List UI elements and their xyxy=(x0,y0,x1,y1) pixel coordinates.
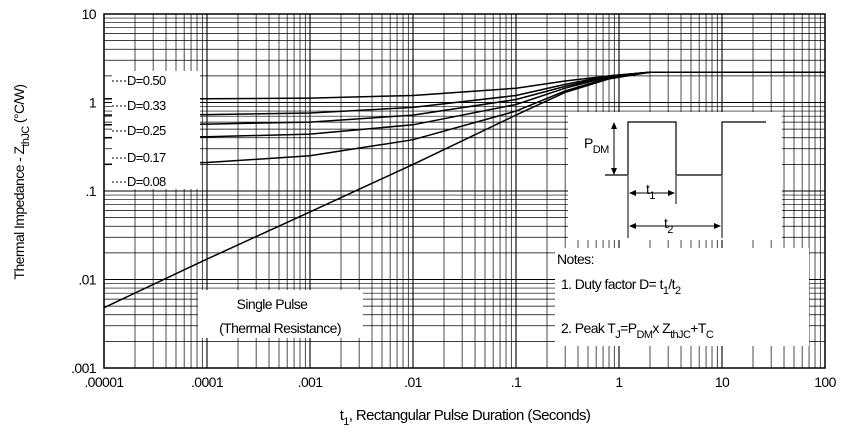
legend-label-d017: D=0.17 xyxy=(127,150,166,165)
y-axis-label: Thermal Impedance - ZthJC (°C/W) xyxy=(11,85,32,280)
t1-arrow-right xyxy=(668,190,675,196)
legend-label-d025: D=0.25 xyxy=(127,123,166,138)
pulse-waveform-inset: PDM t1 t2 xyxy=(568,112,782,240)
pdm-arrow-top xyxy=(611,122,617,129)
series-lines xyxy=(103,71,825,309)
t1-label: t1 xyxy=(646,181,655,202)
pdm-arrow-bottom xyxy=(611,168,617,175)
pdm-label: PDM xyxy=(584,135,609,156)
legend-label-d033: D=0.33 xyxy=(127,98,166,113)
single-pulse-label-line2: (Thermal Resistance) xyxy=(219,320,341,336)
x-tick-label: .00001 xyxy=(84,374,124,390)
notes-title: Notes: xyxy=(557,251,594,267)
x-tick-label: .0001 xyxy=(191,374,224,390)
notes-line2: 2. Peak TJ=PDMx ZthJC+TC xyxy=(561,320,714,341)
notes-background xyxy=(555,248,809,346)
notes-line1: 1. Duty factor D= t1/t2 xyxy=(561,276,681,297)
x-axis-label: t1, Rectangular Pulse Duration (Seconds) xyxy=(340,407,591,428)
y-tick-label: .01 xyxy=(78,272,96,288)
y-tick-label: 1 xyxy=(89,95,97,111)
single-pulse-label-line1: Single Pulse xyxy=(237,296,308,312)
t1-arrow-left xyxy=(629,190,636,196)
x-tick-label: .001 xyxy=(298,374,324,390)
single-pulse-label-background xyxy=(198,290,363,338)
x-tick-label: 100 xyxy=(814,374,836,390)
notes: Notes: 1. Duty factor D= t1/t2 2. Peak T… xyxy=(555,248,809,346)
series-line-single-pulse xyxy=(103,71,825,309)
plot-frame xyxy=(103,13,826,369)
t2-label: t2 xyxy=(664,215,673,236)
legend-label-d008: D=0.08 xyxy=(127,174,166,189)
x-tick-label: 1 xyxy=(615,374,623,390)
inset-background xyxy=(568,112,782,240)
pulse-waveform xyxy=(605,121,766,176)
single-pulse-label: Single Pulse (Thermal Resistance) xyxy=(198,290,363,338)
legend-background xyxy=(112,71,200,189)
t2-arrow-left xyxy=(629,223,636,229)
y-tick-label: 10 xyxy=(82,6,97,22)
legend-label-d050: D=0.50 xyxy=(127,73,166,88)
y-tick-label: .1 xyxy=(86,183,97,199)
legend: D=0.50 D=0.33 D=0.25 D=0.17 D=0.08 xyxy=(112,71,200,189)
y-tick-label: .001 xyxy=(71,360,97,376)
tick-labels: .00001 .0001 .001 .01 .1 1 10 100 .001 .01 .1 1 10 xyxy=(71,6,837,390)
x-tick-label: .1 xyxy=(511,374,522,390)
t2-arrow-right xyxy=(714,223,721,229)
x-tick-label: 10 xyxy=(715,374,730,390)
x-tick-label: .01 xyxy=(404,374,422,390)
